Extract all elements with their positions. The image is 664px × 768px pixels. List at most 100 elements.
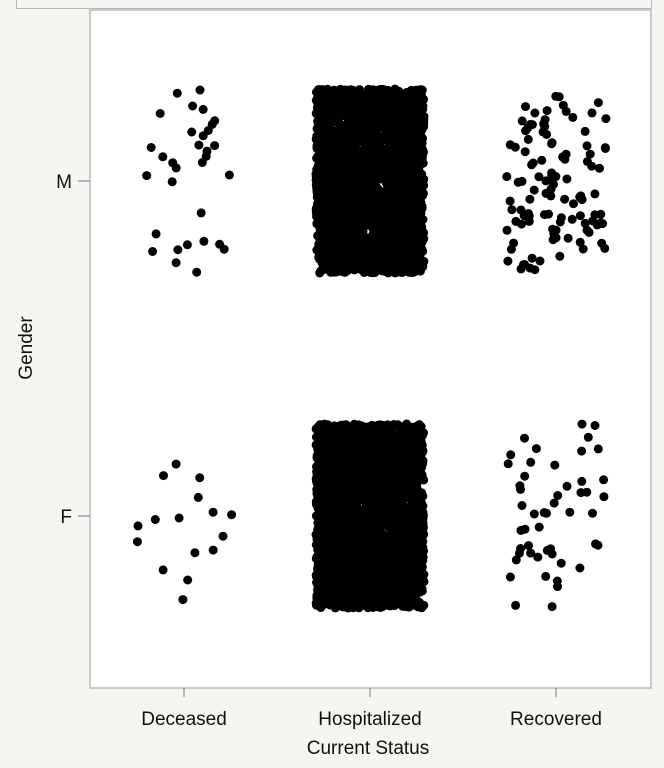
data-point-deceased-m: [146, 143, 156, 152]
data-point-deceased-m: [167, 177, 177, 187]
data-point-hospitalized-f: [333, 549, 343, 559]
data-point-recovered-f: [531, 444, 541, 454]
data-point-hospitalized-m: [337, 156, 347, 166]
data-point-hospitalized-f: [359, 448, 369, 458]
data-point-hospitalized-m: [402, 171, 412, 181]
data-point-hospitalized-f: [344, 559, 354, 569]
data-point-recovered-m: [535, 256, 545, 266]
data-point-hospitalized-f: [411, 454, 420, 464]
data-point-recovered-m: [567, 214, 577, 224]
data-point-recovered-f: [599, 492, 609, 502]
data-point-deceased-m: [210, 116, 220, 126]
data-point-deceased-m: [219, 244, 229, 254]
data-point-hospitalized-f: [316, 459, 326, 468]
data-point-hospitalized-m: [383, 250, 393, 259]
data-point-recovered-m: [527, 253, 537, 263]
data-point-hospitalized-f: [332, 427, 342, 437]
data-point-hospitalized-m: [356, 241, 366, 251]
data-point-hospitalized-f: [403, 565, 413, 575]
data-point-hospitalized-m: [349, 260, 359, 270]
data-point-hospitalized-m: [378, 218, 388, 228]
data-point-hospitalized-m: [340, 218, 350, 228]
data-point-hospitalized-m: [375, 140, 385, 150]
data-point-hospitalized-m: [419, 234, 429, 244]
data-point-hospitalized-f: [345, 446, 355, 456]
data-point-hospitalized-f: [413, 602, 423, 612]
points-layer: [132, 84, 611, 613]
data-point-hospitalized-m: [404, 163, 414, 173]
data-point-recovered-m: [562, 174, 572, 184]
data-point-hospitalized-f: [390, 601, 399, 611]
data-point-hospitalized-f: [403, 440, 413, 450]
data-point-hospitalized-m: [389, 189, 399, 199]
data-point-deceased-m: [171, 258, 181, 268]
data-point-hospitalized-m: [367, 106, 376, 116]
data-point-recovered-m: [584, 227, 594, 237]
data-point-hospitalized-m: [329, 85, 339, 95]
data-point-hospitalized-f: [323, 432, 333, 442]
data-point-recovered-m: [551, 91, 561, 101]
data-point-hospitalized-m: [353, 215, 363, 225]
data-point-recovered-m: [575, 237, 585, 247]
data-point-deceased-f: [195, 473, 205, 483]
data-point-hospitalized-f: [376, 475, 386, 485]
data-point-recovered-m: [525, 194, 535, 204]
data-point-hospitalized-m: [323, 167, 333, 177]
data-point-hospitalized-m: [371, 222, 381, 232]
data-point-hospitalized-f: [372, 501, 382, 511]
data-point-hospitalized-f: [370, 447, 380, 457]
data-point-hospitalized-f: [348, 536, 358, 546]
data-point-hospitalized-f: [327, 567, 337, 577]
data-point-hospitalized-m: [337, 199, 346, 209]
data-point-hospitalized-m: [373, 184, 383, 194]
data-point-hospitalized-f: [311, 540, 321, 550]
data-point-recovered-m: [555, 251, 565, 261]
data-point-hospitalized-m: [358, 178, 368, 188]
data-point-hospitalized-m: [381, 150, 391, 160]
data-point-hospitalized-m: [387, 116, 397, 126]
data-point-hospitalized-f: [337, 460, 347, 470]
data-point-hospitalized-f: [383, 422, 393, 432]
data-point-hospitalized-f: [338, 536, 348, 545]
data-point-recovered-m: [547, 138, 557, 148]
data-point-recovered-m: [578, 244, 588, 254]
data-point-hospitalized-f: [371, 571, 380, 581]
data-point-hospitalized-m: [407, 120, 417, 130]
data-point-hospitalized-m: [318, 149, 328, 158]
data-point-hospitalized-f: [419, 577, 429, 587]
data-point-recovered-m: [534, 172, 544, 182]
data-point-recovered-m: [521, 102, 530, 112]
data-point-hospitalized-f: [323, 513, 333, 523]
data-point-hospitalized-f: [317, 601, 327, 611]
data-point-recovered-m: [540, 121, 550, 131]
data-point-hospitalized-m: [385, 206, 395, 216]
data-point-hospitalized-f: [350, 573, 360, 583]
data-point-hospitalized-f: [354, 505, 364, 515]
data-point-hospitalized-m: [338, 170, 348, 180]
data-point-hospitalized-f: [312, 489, 322, 499]
data-point-deceased-f: [183, 575, 193, 585]
data-point-recovered-m: [503, 256, 513, 266]
data-point-hospitalized-m: [409, 226, 419, 236]
data-point-recovered-f: [583, 432, 593, 442]
data-point-recovered-f: [526, 548, 536, 558]
data-point-hospitalized-m: [342, 130, 352, 140]
data-point-hospitalized-f: [321, 424, 330, 434]
data-point-hospitalized-m: [413, 182, 423, 192]
data-point-hospitalized-f: [367, 467, 377, 477]
data-point-hospitalized-m: [401, 207, 411, 217]
data-point-deceased-f: [159, 471, 168, 481]
data-point-hospitalized-m: [355, 112, 365, 122]
data-point-hospitalized-m: [386, 214, 396, 224]
data-point-recovered-m: [542, 106, 552, 116]
data-point-hospitalized-f: [355, 428, 364, 438]
data-point-hospitalized-m: [320, 196, 329, 206]
data-point-hospitalized-f: [311, 424, 321, 434]
data-point-recovered-m: [502, 172, 512, 182]
data-point-deceased-m: [148, 247, 158, 256]
data-point-deceased-f: [150, 515, 160, 524]
data-point-recovered-m: [580, 126, 590, 136]
data-point-hospitalized-m: [378, 257, 388, 267]
data-point-hospitalized-m: [350, 152, 360, 162]
